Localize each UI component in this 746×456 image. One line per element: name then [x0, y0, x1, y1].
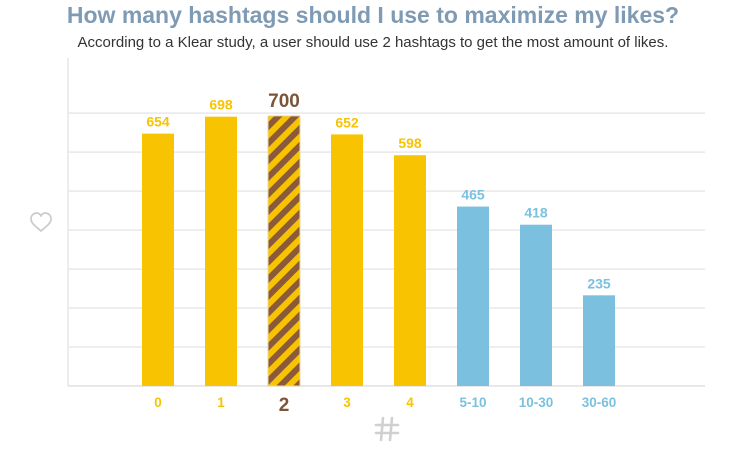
category-label: 10-30: [519, 395, 554, 410]
bar-30-60: [583, 295, 615, 386]
category-label: 30-60: [582, 395, 617, 410]
category-label: 4: [406, 395, 414, 410]
category-label: 0: [154, 395, 162, 410]
bars: [142, 115, 615, 387]
value-label: 698: [209, 97, 233, 113]
category-label: 1: [217, 395, 225, 410]
bar-3: [331, 134, 363, 386]
value-label: 654: [146, 114, 170, 130]
bar-10-30: [520, 224, 552, 386]
category-labels: 0 1 2 3 4 5-10 10-30 30-60: [154, 395, 616, 416]
chart-title: How many hashtags should I use to maximi…: [66, 2, 680, 28]
category-label: 2: [279, 395, 290, 416]
chart-subtitle: According to a Klear study, a user shoul…: [77, 34, 669, 51]
value-label: 465: [461, 187, 485, 203]
value-labels: 654 698 700 652 598 465 418 235: [146, 91, 611, 291]
value-label: 418: [524, 205, 548, 221]
heart-icon: [30, 212, 52, 232]
bar-5-10: [457, 206, 489, 386]
bar-4: [394, 155, 426, 386]
value-label: 652: [335, 114, 359, 130]
value-label: 235: [587, 275, 611, 291]
bar-2: [267, 115, 301, 387]
hash-icon: [374, 416, 400, 442]
value-label: 598: [398, 135, 422, 151]
category-label: 5-10: [459, 395, 486, 410]
category-label: 3: [343, 395, 351, 410]
value-label: 700: [268, 91, 300, 112]
bar-1: [205, 116, 237, 387]
bar-0: [142, 133, 174, 386]
